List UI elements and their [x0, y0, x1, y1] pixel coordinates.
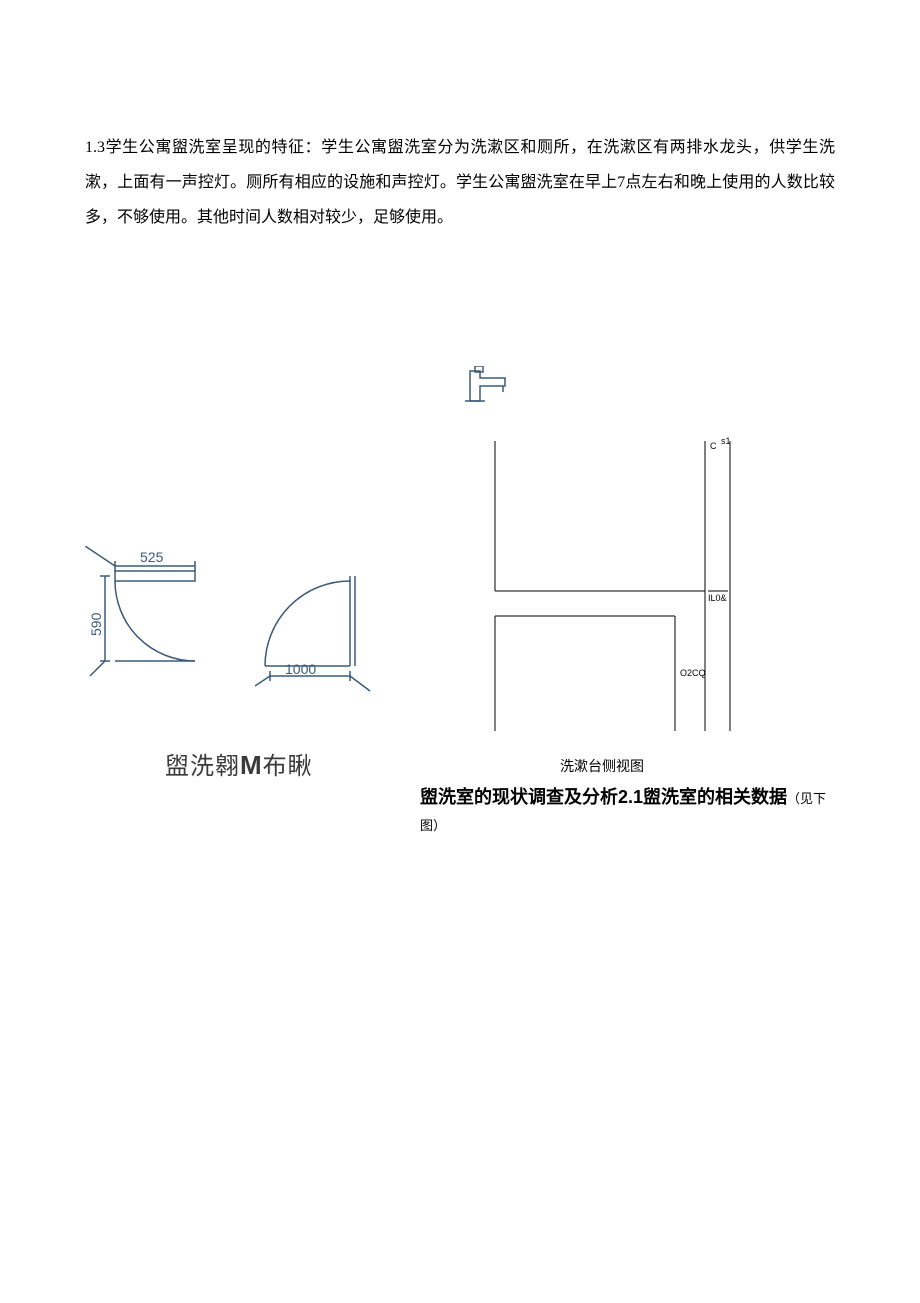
paragraph-text: 学生公寓盥洗室呈现的特征：学生公寓盥洗室分为洗漱区和厕所，在洗漱区有两排水龙头，…: [85, 139, 835, 226]
section-2-bold: 盥洗室的现状调查及分析2.1盥洗室的相关数据: [420, 787, 787, 807]
caption-left-2: 布瞅: [263, 754, 313, 780]
dim-1000: 1000: [285, 661, 316, 677]
label-c-sup: s1: [721, 436, 731, 446]
dim-525: 525: [140, 549, 164, 565]
label-c: C: [710, 441, 717, 451]
dim-590: 590: [88, 612, 104, 636]
diagram-container: 525 590 1000 C s1 IL0& O2CQ 盥洗翱: [85, 366, 835, 816]
section-2-title: 盥洗室的现状调查及分析2.1盥洗室的相关数据（见下图）: [420, 784, 835, 838]
layout-caption: 盥洗翱M布瞅: [165, 746, 313, 781]
faucet-diagram: [465, 366, 515, 406]
label-o2cq: O2CQ: [680, 668, 706, 678]
caption-left-1: 盥洗翱: [165, 754, 240, 780]
side-view-caption: 洗漱台侧视图: [560, 756, 644, 776]
side-view-diagram: C s1 IL0& O2CQ: [445, 431, 765, 731]
body-paragraph: 1.3学生公寓盥洗室呈现的特征：学生公寓盥洗室分为洗漱区和厕所，在洗漱区有两排水…: [85, 130, 835, 236]
section-number: 1.3: [85, 139, 105, 156]
door-swing-right: 1000: [255, 576, 385, 696]
label-il0: IL0&: [708, 593, 727, 603]
caption-left-m: M: [240, 750, 263, 780]
door-swing-left: 525 590: [85, 546, 235, 696]
